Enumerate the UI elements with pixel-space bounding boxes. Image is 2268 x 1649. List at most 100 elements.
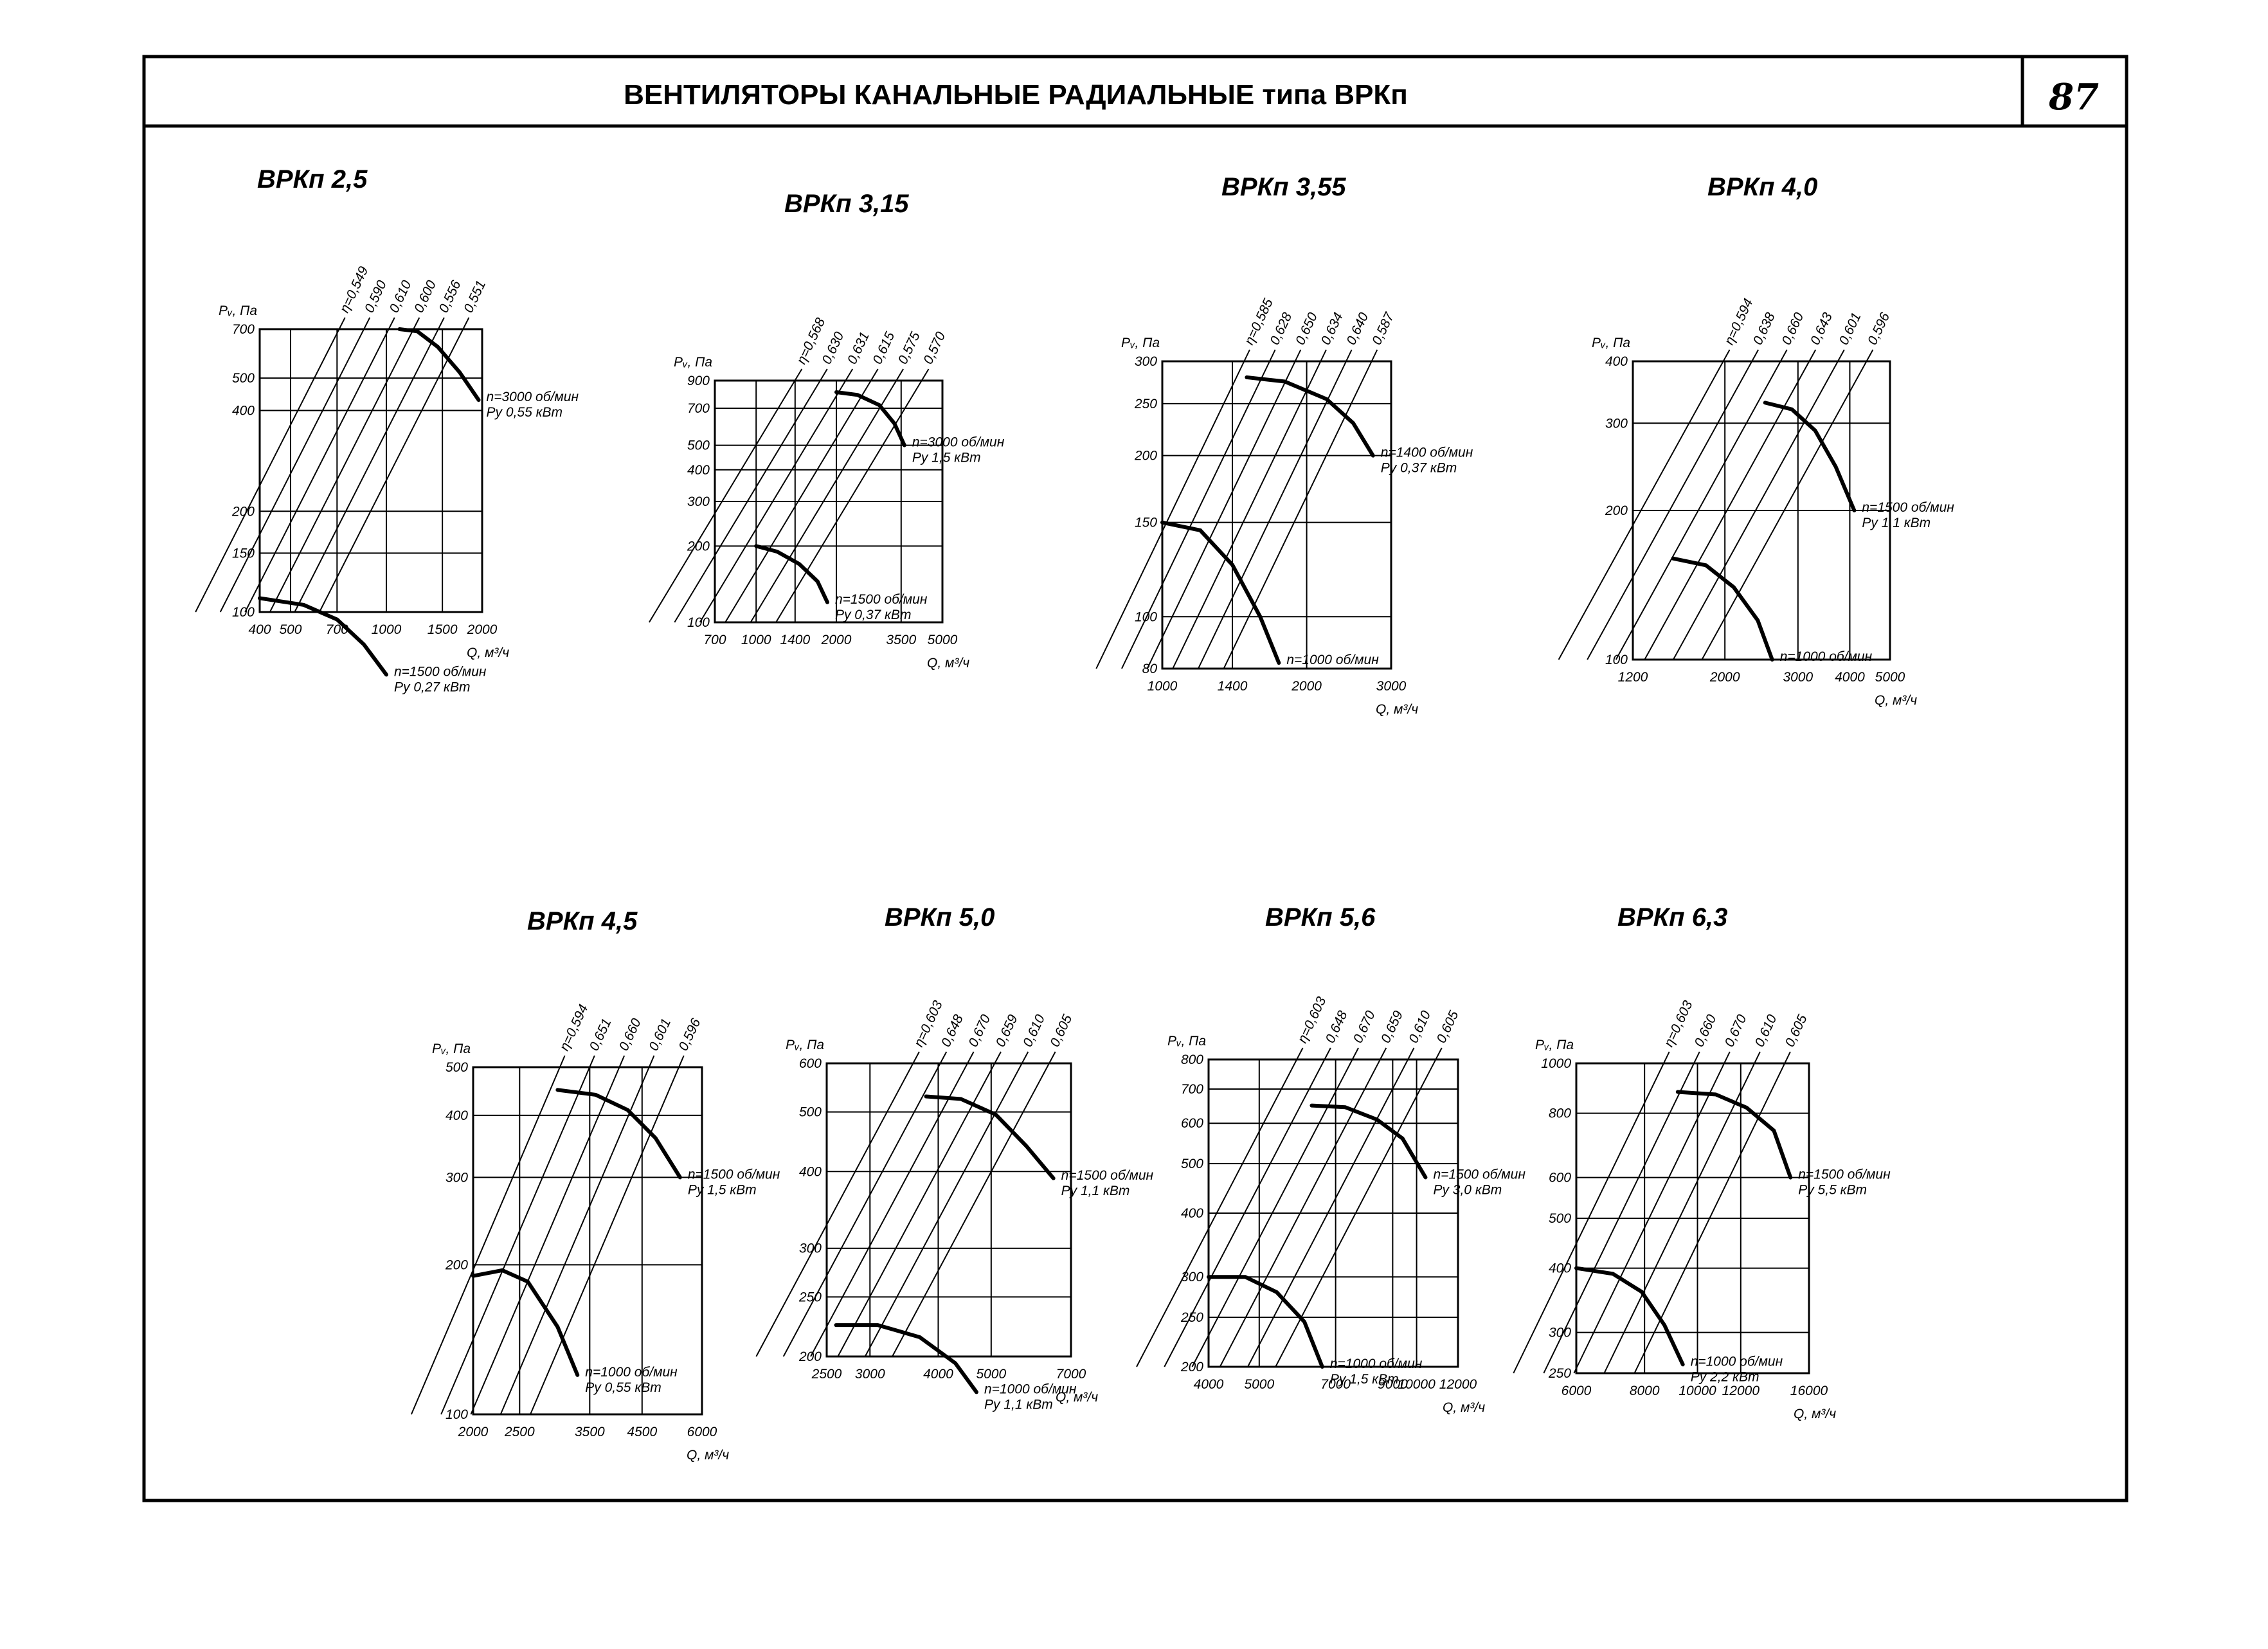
x-tick-label: 2000 (821, 633, 852, 647)
y-axis-label: Pᵥ, Па (1535, 1038, 1574, 1052)
y-tick-label: 250 (798, 1290, 822, 1304)
efficiency-label: 0,575 (896, 329, 923, 366)
efficiency-line (1164, 1047, 1331, 1367)
y-tick-label: 800 (1181, 1052, 1203, 1067)
efficiency-label: 0,650 (1293, 310, 1320, 347)
x-tick-label: 3500 (886, 633, 916, 647)
speed-label: n=1000 об/мин (984, 1382, 1077, 1396)
chart-3: ВРКп 3,55 Pᵥ, Па Q, м³/ч 1000 1400 2000 3000 80… (1095, 173, 1473, 717)
efficiency-label: 0,587 (1369, 310, 1398, 348)
performance-curve (258, 596, 388, 677)
efficiency-label: 0,601 (1837, 311, 1864, 347)
x-tick-label: 10000 (1679, 1383, 1716, 1398)
speed-label: n=3000 об/мин (912, 435, 1005, 450)
y-tick-label: 400 (446, 1108, 468, 1123)
efficiency-line (1136, 1047, 1304, 1367)
speed-label: n=3000 об/мин (487, 390, 579, 404)
efficiency-line (699, 368, 854, 623)
fan-charts: ВРКп 2,5 Pᵥ, Па Q, м³/ч 400 500 700 1000 1500 20… (195, 165, 1954, 1463)
efficiency-line (294, 317, 445, 613)
power-label: Pу 0,55 кВт (487, 405, 562, 420)
efficiency-label: 0,660 (1779, 310, 1806, 347)
efficiency-line (219, 317, 371, 613)
y-tick-label: 700 (687, 401, 710, 416)
y-tick-label: 250 (1180, 1310, 1203, 1325)
performance-curve (555, 1088, 682, 1180)
x-tick-label: 4500 (627, 1425, 657, 1439)
speed-label: n=1400 об/мин (1381, 446, 1473, 460)
performance-curve (834, 390, 906, 447)
chart-1: ВРКп 2,5 Pᵥ, Па Q, м³/ч 400 500 700 1000 1500 20… (195, 165, 579, 694)
efficiency-line (1587, 349, 1760, 660)
x-tick-label: 3000 (1376, 679, 1407, 694)
power-label: Pу 1,5 кВт (1330, 1372, 1399, 1387)
plot-frame (825, 1062, 1072, 1358)
performance-curve (1574, 1266, 1685, 1367)
efficiency-line (864, 1051, 1029, 1357)
y-tick-label: 300 (1135, 354, 1157, 369)
chart-6: ВРКп 5,0 Pᵥ, Па Q, м³/ч 2500 3000 4000 5000 700… (755, 903, 1154, 1412)
chart-8: ВРКп 6,3 Pᵥ, Па Q, м³/ч 6000 8000 10000 12000 1… (1513, 903, 1891, 1421)
efficiency-line (755, 1051, 920, 1357)
efficiency-label: 0,638 (1751, 310, 1778, 347)
plot-frame (258, 328, 483, 613)
x-tick-label: 3000 (855, 1367, 885, 1382)
efficiency-label: 0,648 (1323, 1008, 1351, 1045)
efficiency-line (319, 317, 470, 613)
x-tick-label: 4000 (1835, 670, 1865, 685)
efficiency-line (1121, 349, 1276, 669)
y-tick-label: 250 (1134, 397, 1157, 411)
efficiency-label: 0,631 (845, 330, 872, 366)
efficiency-label: η=0,594 (557, 1002, 591, 1053)
performance-curve (1160, 520, 1281, 665)
efficiency-label: 0,556 (437, 278, 464, 315)
efficiency-label: 0,570 (921, 329, 948, 366)
efficiency-line (1573, 1051, 1731, 1374)
x-tick-label: 4000 (923, 1367, 953, 1382)
efficiency-line (1191, 1047, 1359, 1367)
speed-label: n=1500 об/мин (1798, 1167, 1891, 1182)
y-tick-label: 100 (232, 605, 255, 620)
chart-7: ВРКп 5,6 Pᵥ, Па Q, м³/ч 4000 5000 7000 9000100… (1136, 903, 1526, 1415)
x-tick-label: 2000 (1709, 670, 1740, 685)
chart-title: ВРКп 6,3 (1617, 903, 1727, 932)
speed-label: n=1000 об/мин (1691, 1354, 1783, 1369)
y-tick-label: 500 (446, 1060, 468, 1075)
efficiency-label: 0,610 (1020, 1012, 1048, 1049)
y-tick-label: 200 (1134, 449, 1157, 464)
y-tick-label: 600 (799, 1056, 822, 1071)
chart-5: ВРКп 4,5 Pᵥ, Па Q, м³/ч 2000 2500 3500 4500 600… (410, 907, 780, 1463)
x-axis-label: Q, м³/ч (687, 1448, 729, 1463)
y-axis-label: Pᵥ, Па (1121, 336, 1160, 350)
efficiency-line (724, 368, 879, 623)
y-tick-label: 500 (799, 1105, 822, 1120)
efficiency-label: 0,643 (1808, 310, 1835, 347)
chart-title: ВРКп 4,0 (1707, 173, 1817, 201)
x-tick-label: 5000 (1244, 1377, 1274, 1392)
efficiency-label: 0,615 (870, 329, 897, 366)
x-tick-label: 5000 (976, 1367, 1006, 1382)
power-label: Pу 0,37 кВт (1381, 461, 1457, 476)
speed-label: n=1000 об/мин (1780, 649, 1873, 664)
y-axis-label: Pᵥ, Па (1167, 1034, 1206, 1049)
efficiency-label: 0,640 (1344, 310, 1371, 347)
x-tick-label: 7000 (1320, 1377, 1351, 1392)
chart-title: ВРКп 3,55 (1221, 173, 1346, 201)
y-tick-label: 900 (687, 374, 710, 388)
y-tick-label: 400 (1605, 354, 1628, 369)
x-axis-label: Q, м³/ч (1376, 702, 1418, 717)
efficiency-label: 0,551 (461, 278, 489, 315)
y-tick-label: 300 (1181, 1270, 1203, 1284)
y-axis-label: Pᵥ, Па (674, 355, 712, 370)
x-axis-label: Q, м³/ч (1875, 693, 1917, 708)
y-tick-label: 200 (445, 1257, 468, 1272)
x-tick-label: 12000 (1439, 1377, 1477, 1392)
efficiency-line (1223, 349, 1378, 669)
efficiency-label: 0,605 (1783, 1012, 1810, 1049)
efficiency-line (500, 1055, 655, 1415)
performance-curve (754, 544, 829, 604)
efficiency-line (530, 1055, 685, 1415)
x-tick-label: 3500 (575, 1425, 605, 1439)
y-tick-label: 300 (799, 1241, 822, 1256)
efficiency-line (440, 1055, 595, 1415)
